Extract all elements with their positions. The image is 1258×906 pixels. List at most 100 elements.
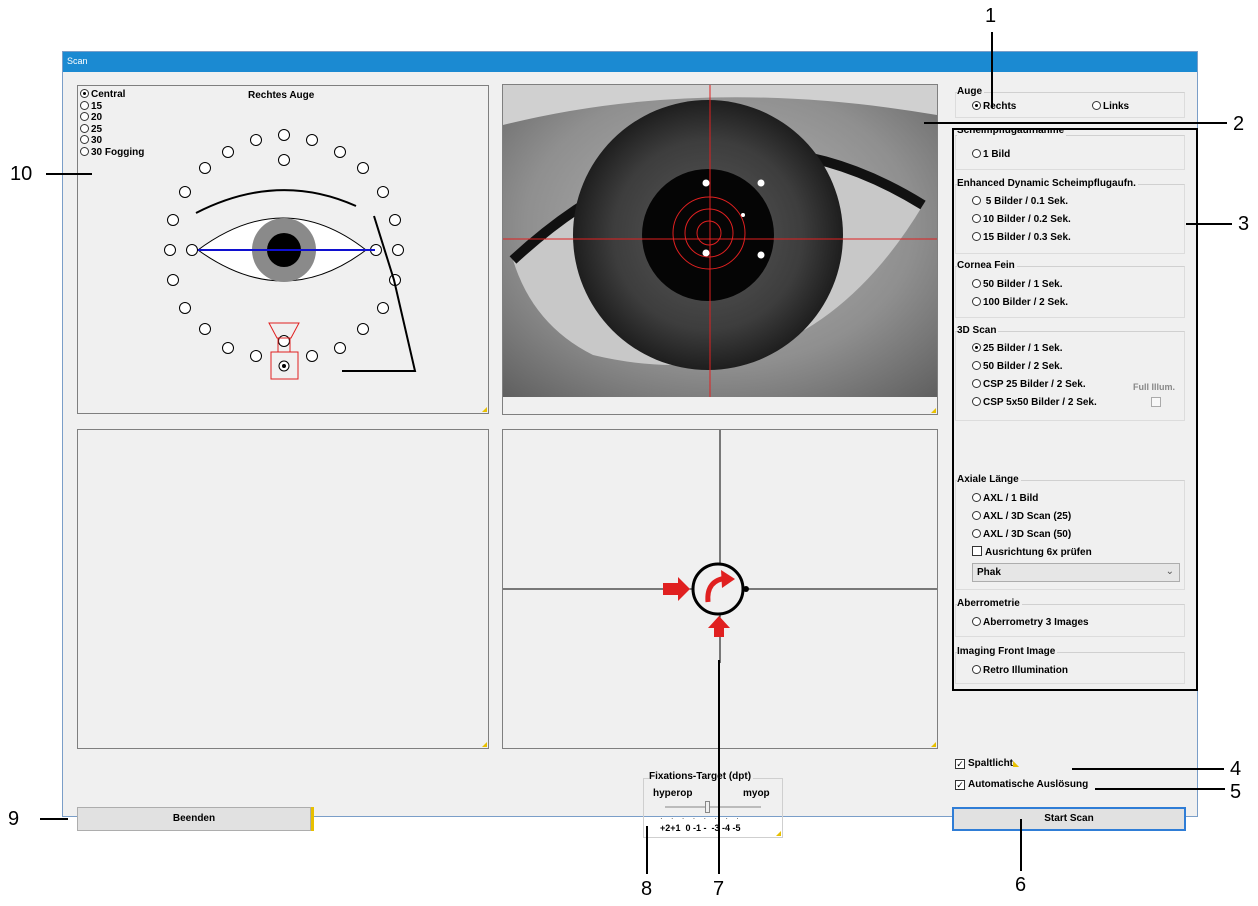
radio-icon[interactable]	[972, 511, 981, 520]
radio-icon[interactable]	[80, 100, 89, 110]
myop-label: myop	[743, 788, 770, 799]
eye-camera-image	[503, 85, 937, 397]
callout-4-line	[1072, 768, 1224, 770]
radio-5-bilder[interactable]: 5 Bilder / 0.1 Sek.	[972, 196, 1068, 207]
radio-icon[interactable]	[972, 196, 981, 205]
fixation-diagram	[164, 129, 417, 380]
callout-6-line	[1020, 819, 1022, 871]
radio-3d-25-bilder[interactable]: 25 Bilder / 1 Sek.	[972, 343, 1063, 354]
radio-axl-3d-25[interactable]: AXL / 3D Scan (25)	[972, 511, 1071, 522]
full-illum-checkbox[interactable]	[1151, 397, 1161, 407]
callout-10-line	[46, 173, 92, 175]
option-20[interactable]: 20	[80, 112, 144, 124]
radio-icon[interactable]	[972, 232, 981, 241]
radio-retro-illumination[interactable]: Retro Illumination	[972, 665, 1068, 676]
radio-icon[interactable]	[972, 149, 981, 158]
slider-ticks: · · · · · · · ·	[660, 814, 742, 823]
option-25[interactable]: 25	[80, 123, 144, 136]
checkbox-icon[interactable]: ✓	[955, 780, 965, 790]
scan3d-title: 3D Scan	[957, 325, 999, 336]
axial-title: Axiale Länge	[957, 474, 1021, 485]
radio-50-bilder-1s[interactable]: 50 Bilder / 1 Sek.	[972, 279, 1063, 290]
callout-2: 2	[1233, 113, 1245, 135]
option-30[interactable]: 30	[80, 135, 144, 147]
hyperop-label: hyperop	[653, 788, 693, 799]
callout-3: 3	[1238, 213, 1250, 235]
lens-type-dropdown[interactable]: Phak ⌄	[972, 563, 1180, 582]
radio-icon[interactable]	[972, 493, 981, 502]
callout-6: 6	[1015, 874, 1027, 896]
radio-icon[interactable]	[972, 529, 981, 538]
radio-icon[interactable]	[80, 123, 89, 133]
chevron-down-icon[interactable]: ⌄	[1165, 566, 1174, 577]
cornea-group	[955, 266, 1185, 318]
callout-9: 9	[8, 808, 20, 830]
ausrichtung-checkbox[interactable]: Ausrichtung 6x prüfen	[972, 546, 1092, 558]
radio-icon[interactable]	[972, 665, 981, 674]
radio-icon[interactable]	[80, 135, 89, 144]
option-30-fogging[interactable]: 30 Fogging	[80, 146, 144, 159]
auto-trigger-checkbox[interactable]: ✓ Automatische Auslösung	[955, 779, 1089, 790]
checkbox-icon[interactable]: ✓	[955, 759, 965, 769]
callout-8-line	[646, 826, 648, 874]
radio-axl-3d-50[interactable]: AXL / 3D Scan (50)	[972, 529, 1071, 540]
scan3d-group	[955, 331, 1185, 421]
window-title: Scan	[67, 56, 88, 66]
fixation-slider-track[interactable]	[665, 806, 761, 808]
radio-icon[interactable]	[80, 112, 89, 121]
callout-1-line	[991, 32, 993, 108]
radio-3d-50-bilder[interactable]: 50 Bilder / 2 Sek.	[972, 361, 1063, 372]
callout-7-line	[718, 660, 720, 874]
fixation-slider-thumb[interactable]	[705, 801, 710, 813]
radio-icon[interactable]	[972, 617, 981, 626]
radio-links[interactable]: Links	[1092, 101, 1129, 112]
callout-10: 10	[10, 163, 33, 185]
radio-icon[interactable]	[80, 146, 89, 156]
radio-rechts[interactable]: Rechts	[972, 101, 1016, 112]
dropdown-value: Phak	[977, 567, 1001, 578]
radio-100-bilder[interactable]: 100 Bilder / 2 Sek.	[972, 297, 1068, 308]
fixation-position-list: Central 15 20 25 30 30 Fogging	[80, 89, 144, 158]
callout-5: 5	[1230, 781, 1242, 803]
radio-icon[interactable]	[972, 361, 981, 370]
radio-10-bilder[interactable]: 10 Bilder / 0.2 Sek.	[972, 214, 1071, 225]
fixation-target-title: Fixations-Target (dpt)	[649, 771, 754, 782]
callout-1: 1	[985, 5, 997, 27]
callout-3-line	[1186, 223, 1232, 225]
aberro-group	[955, 604, 1185, 637]
auge-group	[955, 92, 1185, 118]
spaltlicht-checkbox[interactable]: ✓ Spaltlicht◣	[955, 758, 1020, 769]
radio-icon[interactable]	[972, 214, 981, 223]
radio-15-bilder[interactable]: 15 Bilder / 0.3 Sek.	[972, 232, 1071, 243]
cornea-title: Cornea Fein	[957, 260, 1017, 271]
radio-icon[interactable]	[972, 279, 981, 288]
checkbox-icon[interactable]	[972, 546, 982, 556]
radio-aberrometry[interactable]: Aberrometry 3 Images	[972, 617, 1089, 628]
radio-icon[interactable]	[1092, 101, 1101, 110]
aberro-title: Aberrometrie	[957, 598, 1022, 609]
radio-axl-1-bild[interactable]: AXL / 1 Bild	[972, 493, 1038, 504]
radio-icon[interactable]	[80, 89, 89, 98]
full-illum-label: Full Illum.	[1133, 382, 1175, 392]
radio-icon[interactable]	[972, 343, 981, 352]
callout-4: 4	[1230, 758, 1242, 780]
beenden-accent	[311, 807, 314, 831]
start-scan-button[interactable]: Start Scan	[952, 807, 1186, 831]
callout-7: 7	[713, 878, 725, 900]
beenden-button[interactable]: Beenden	[77, 807, 311, 831]
radio-icon[interactable]	[972, 297, 981, 306]
eye-side-title: Rechtes Auge	[248, 90, 315, 101]
radio-icon[interactable]	[972, 379, 981, 388]
callout-5-line	[1095, 788, 1225, 790]
option-central[interactable]: Central	[80, 89, 144, 101]
radio-csp-5x50[interactable]: CSP 5x50 Bilder / 2 Sek.	[972, 397, 1097, 408]
radio-icon[interactable]	[972, 397, 981, 406]
option-15[interactable]: 15	[80, 100, 144, 113]
radio-csp-25[interactable]: CSP 25 Bilder / 2 Sek.	[972, 379, 1086, 390]
radio-icon[interactable]	[972, 101, 981, 110]
radio-1-bild[interactable]: 1 Bild	[972, 149, 1010, 160]
callout-2-line	[924, 122, 1227, 124]
alignment-crosshair	[503, 430, 937, 663]
fixation-position-panel: Rechtes Auge Central 15 20 25 30 30 Fogg…	[77, 85, 489, 414]
enhanced-title: Enhanced Dynamic Scheimpflugaufn.	[957, 178, 1138, 189]
